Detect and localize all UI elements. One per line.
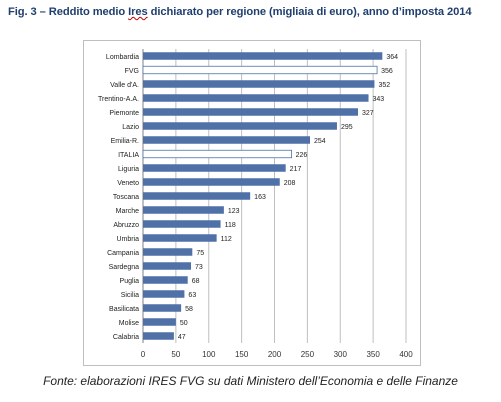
- category-label: Marche: [116, 208, 139, 215]
- category-label: Abruzzo: [113, 222, 139, 229]
- category-label: Puglia: [120, 278, 140, 285]
- data-label: 163: [254, 194, 266, 201]
- data-label: 75: [196, 250, 204, 257]
- bar: [143, 108, 359, 116]
- title-suffix: dichiarato per regione (migliaia di euro…: [147, 6, 472, 18]
- category-label: Veneto: [117, 180, 139, 187]
- bar: [143, 234, 217, 242]
- data-label: 226: [296, 152, 308, 159]
- data-label: 47: [178, 334, 186, 341]
- bar: [143, 318, 176, 326]
- data-label: 73: [195, 264, 203, 271]
- category-label: Liguria: [118, 166, 139, 173]
- title-prefix: Fig. 3 – Reddito medio: [8, 6, 129, 18]
- data-label: 364: [386, 54, 398, 61]
- category-label: Trentino-A.A.: [98, 96, 139, 103]
- category-label: Sardegna: [109, 264, 139, 271]
- category-label: Valle d'A.: [110, 82, 139, 89]
- x-tick-label: 100: [202, 350, 216, 359]
- source-note: Fonte: elaborazioni IRES FVG su dati Min…: [43, 374, 458, 388]
- x-tick-label: 0: [141, 350, 146, 359]
- x-tick-label: 150: [235, 350, 249, 359]
- chart-title: Fig. 3 – Reddito medio Ires dichiarato p…: [8, 6, 498, 22]
- data-label: 254: [314, 138, 326, 145]
- data-label: 356: [381, 68, 393, 75]
- data-label: 327: [362, 110, 374, 117]
- bar: [143, 164, 286, 172]
- category-label: Piemonte: [109, 110, 139, 117]
- bar: [143, 136, 311, 144]
- category-label: Campania: [107, 250, 139, 257]
- category-label: Lazio: [122, 124, 139, 131]
- category-label: ITALIA: [118, 152, 139, 159]
- bar: [143, 262, 191, 270]
- category-label: Emilia-R.: [111, 138, 139, 145]
- x-tick-label: 350: [366, 350, 380, 359]
- data-label: 50: [180, 320, 188, 327]
- category-label: Calabria: [113, 334, 139, 341]
- data-label: 217: [290, 166, 302, 173]
- bar: [143, 178, 280, 186]
- data-label: 118: [225, 222, 236, 229]
- bar: [143, 206, 224, 214]
- category-label: Toscana: [113, 194, 139, 201]
- data-label: 352: [378, 82, 390, 89]
- data-label: 295: [341, 124, 353, 131]
- x-tick-label: 200: [268, 350, 282, 359]
- data-label: 343: [373, 96, 385, 103]
- bar: [143, 220, 221, 228]
- bar: [143, 332, 174, 340]
- x-tick-label: 250: [301, 350, 315, 359]
- data-label: 208: [284, 180, 296, 187]
- category-label: FVG: [125, 68, 139, 75]
- bar: [143, 52, 383, 60]
- x-tick-label: 400: [399, 350, 413, 359]
- x-tick-label: 50: [171, 350, 180, 359]
- bar: [142, 65, 378, 75]
- category-label: Sicilia: [121, 292, 139, 299]
- bar: [143, 80, 375, 88]
- category-label: Molise: [119, 320, 139, 327]
- bar: [143, 290, 185, 298]
- x-tick-label: 300: [334, 350, 348, 359]
- category-label: Basilicata: [109, 306, 139, 313]
- data-label: 58: [185, 306, 193, 313]
- category-label: Umbria: [116, 236, 139, 243]
- data-label: 112: [221, 236, 232, 243]
- category-label: Lombardia: [106, 54, 139, 61]
- bar: [143, 248, 193, 256]
- data-label: 63: [188, 292, 196, 299]
- data-label: 68: [192, 278, 200, 285]
- data-label: 123: [228, 208, 240, 215]
- bar: [143, 276, 188, 284]
- title-ires-word: Ires: [128, 6, 148, 18]
- bar: [142, 149, 292, 159]
- bar: [143, 192, 251, 200]
- bar-chart: 0 50 100 150 200 250 300 350 400 Lombardia 364 FVG 3…: [98, 49, 413, 359]
- chart-area: 0 50 100 150 200 250 300 350 400 Lombardia 364 FVG 3…: [83, 40, 421, 366]
- bar: [143, 122, 337, 130]
- bar: [143, 304, 182, 312]
- bar: [143, 94, 369, 102]
